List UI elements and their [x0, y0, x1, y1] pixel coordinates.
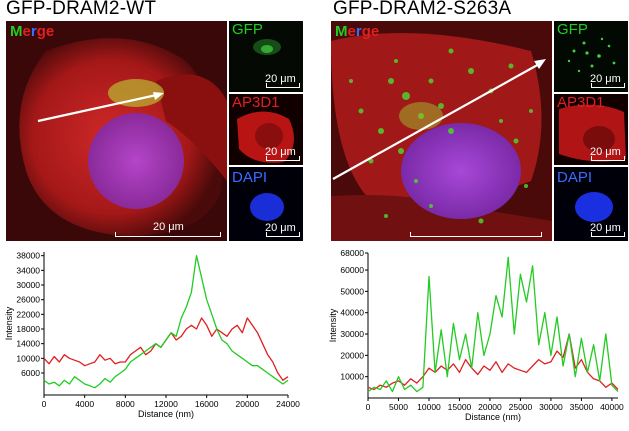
left-main-scalebar-label: 20 μm — [153, 221, 184, 233]
right-dapi-image: DAPI 20 μm — [554, 167, 628, 241]
right-dapi-scalebar-label: 20 μm — [590, 222, 621, 234]
x-tick-label: 35000 — [570, 402, 594, 412]
left-dapi-image: DAPI 20 μm — [229, 167, 303, 241]
x-tick-label: 15000 — [448, 402, 472, 412]
left-merge-label: Merge — [10, 23, 55, 40]
y-tick-label: 50000 — [340, 286, 364, 296]
x-tick-label: 8000 — [116, 399, 135, 409]
left-merge-micrograph — [6, 21, 227, 241]
x-tick-label: 25000 — [509, 402, 533, 412]
x-tick-label: 20000 — [236, 399, 260, 409]
y-tick-label: 18000 — [16, 324, 40, 334]
x-tick-label: 40000 — [600, 402, 624, 412]
y-tick-label: 30000 — [16, 280, 40, 290]
x-tick-label: 12000 — [154, 399, 178, 409]
right-merge-label: Merge — [335, 23, 380, 40]
right-intensity-line-chart: 10000 20000 30000 40000 50000 60000 68000 0 5000… — [328, 248, 624, 422]
right-gfp-label: GFP — [557, 21, 588, 38]
y-tick-label: 60000 — [340, 265, 364, 275]
x-tick-label: 20000 — [478, 402, 502, 412]
y-tick-label: 30000 — [340, 329, 364, 339]
left-ap3d1-image: AP3D1 20 μm — [229, 94, 303, 165]
y-tick-label: 10000 — [340, 372, 364, 382]
left-ap3d1-scalebar — [266, 156, 300, 161]
left-dapi-scalebar — [266, 232, 300, 237]
right-ap3d1-scalebar — [591, 156, 625, 161]
y-axis-label: Intensity — [4, 306, 14, 340]
green-intensity-line — [367, 256, 619, 393]
left-gfp-scalebar — [266, 83, 300, 88]
left-figure-title: GFP-DRAM2-WT — [6, 0, 157, 19]
x-tick-label: 16000 — [195, 399, 219, 409]
left-merge-image: Merge 20 μm — [6, 21, 227, 241]
left-ap3d1-label: AP3D1 — [232, 94, 280, 111]
green-intensity-line — [43, 255, 289, 389]
x-tick-label: 30000 — [539, 402, 563, 412]
x-tick-label: 0 — [366, 402, 371, 412]
right-ap3d1-image: AP3D1 20 μm — [554, 94, 628, 165]
left-dapi-scalebar-label: 20 μm — [265, 222, 296, 234]
right-gfp-scalebar-label: 20 μm — [590, 73, 621, 85]
x-tick-label: 0 — [42, 399, 47, 409]
right-gfp-scalebar — [591, 83, 625, 88]
left-ap3d1-scalebar-label: 20 μm — [265, 146, 296, 158]
y-tick-label: 34000 — [16, 265, 40, 275]
y-tick-label: 22000 — [16, 309, 40, 319]
x-tick-label: 24000 — [276, 399, 300, 409]
y-tick-label: 10000 — [16, 353, 40, 363]
y-tick-label: 20000 — [340, 350, 364, 360]
right-ap3d1-label: AP3D1 — [557, 94, 605, 111]
y-tick-label: 26000 — [16, 295, 40, 305]
y-tick-label: 6000 — [21, 368, 40, 378]
left-main-scalebar — [115, 232, 221, 237]
x-tick-label: 10000 — [417, 402, 441, 412]
red-intensity-line — [43, 317, 289, 381]
x-axis-label: Distance (nm) — [465, 412, 521, 422]
left-dapi-label: DAPI — [232, 169, 268, 186]
right-gfp-image: GFP 20 μm — [554, 21, 628, 92]
y-tick-label: 68000 — [340, 248, 364, 258]
left-intensity-line-chart: 6000 10000 14000 18000 22000 26000 30000 34000 3… — [4, 251, 300, 419]
left-gfp-label: GFP — [232, 21, 263, 38]
x-axis-label: Distance (nm) — [138, 409, 194, 419]
right-dapi-label: DAPI — [557, 169, 593, 186]
y-axis-label: Intensity — [328, 308, 338, 342]
right-ap3d1-scalebar-label: 20 μm — [590, 146, 621, 158]
left-gfp-image: GFP 20 μm — [229, 21, 303, 92]
right-main-scalebar — [410, 232, 542, 237]
right-merge-image: Merge — [331, 21, 552, 241]
right-dapi-scalebar — [591, 232, 625, 237]
right-merge-micrograph — [331, 21, 552, 241]
right-figure-title: GFP-DRAM2-S263A — [333, 0, 512, 19]
y-tick-label: 38000 — [16, 251, 40, 261]
x-tick-label: 4000 — [75, 399, 94, 409]
y-tick-label: 14000 — [16, 339, 40, 349]
left-gfp-scalebar-label: 20 μm — [265, 73, 296, 85]
y-tick-label: 40000 — [340, 308, 364, 318]
x-tick-label: 5000 — [389, 402, 408, 412]
